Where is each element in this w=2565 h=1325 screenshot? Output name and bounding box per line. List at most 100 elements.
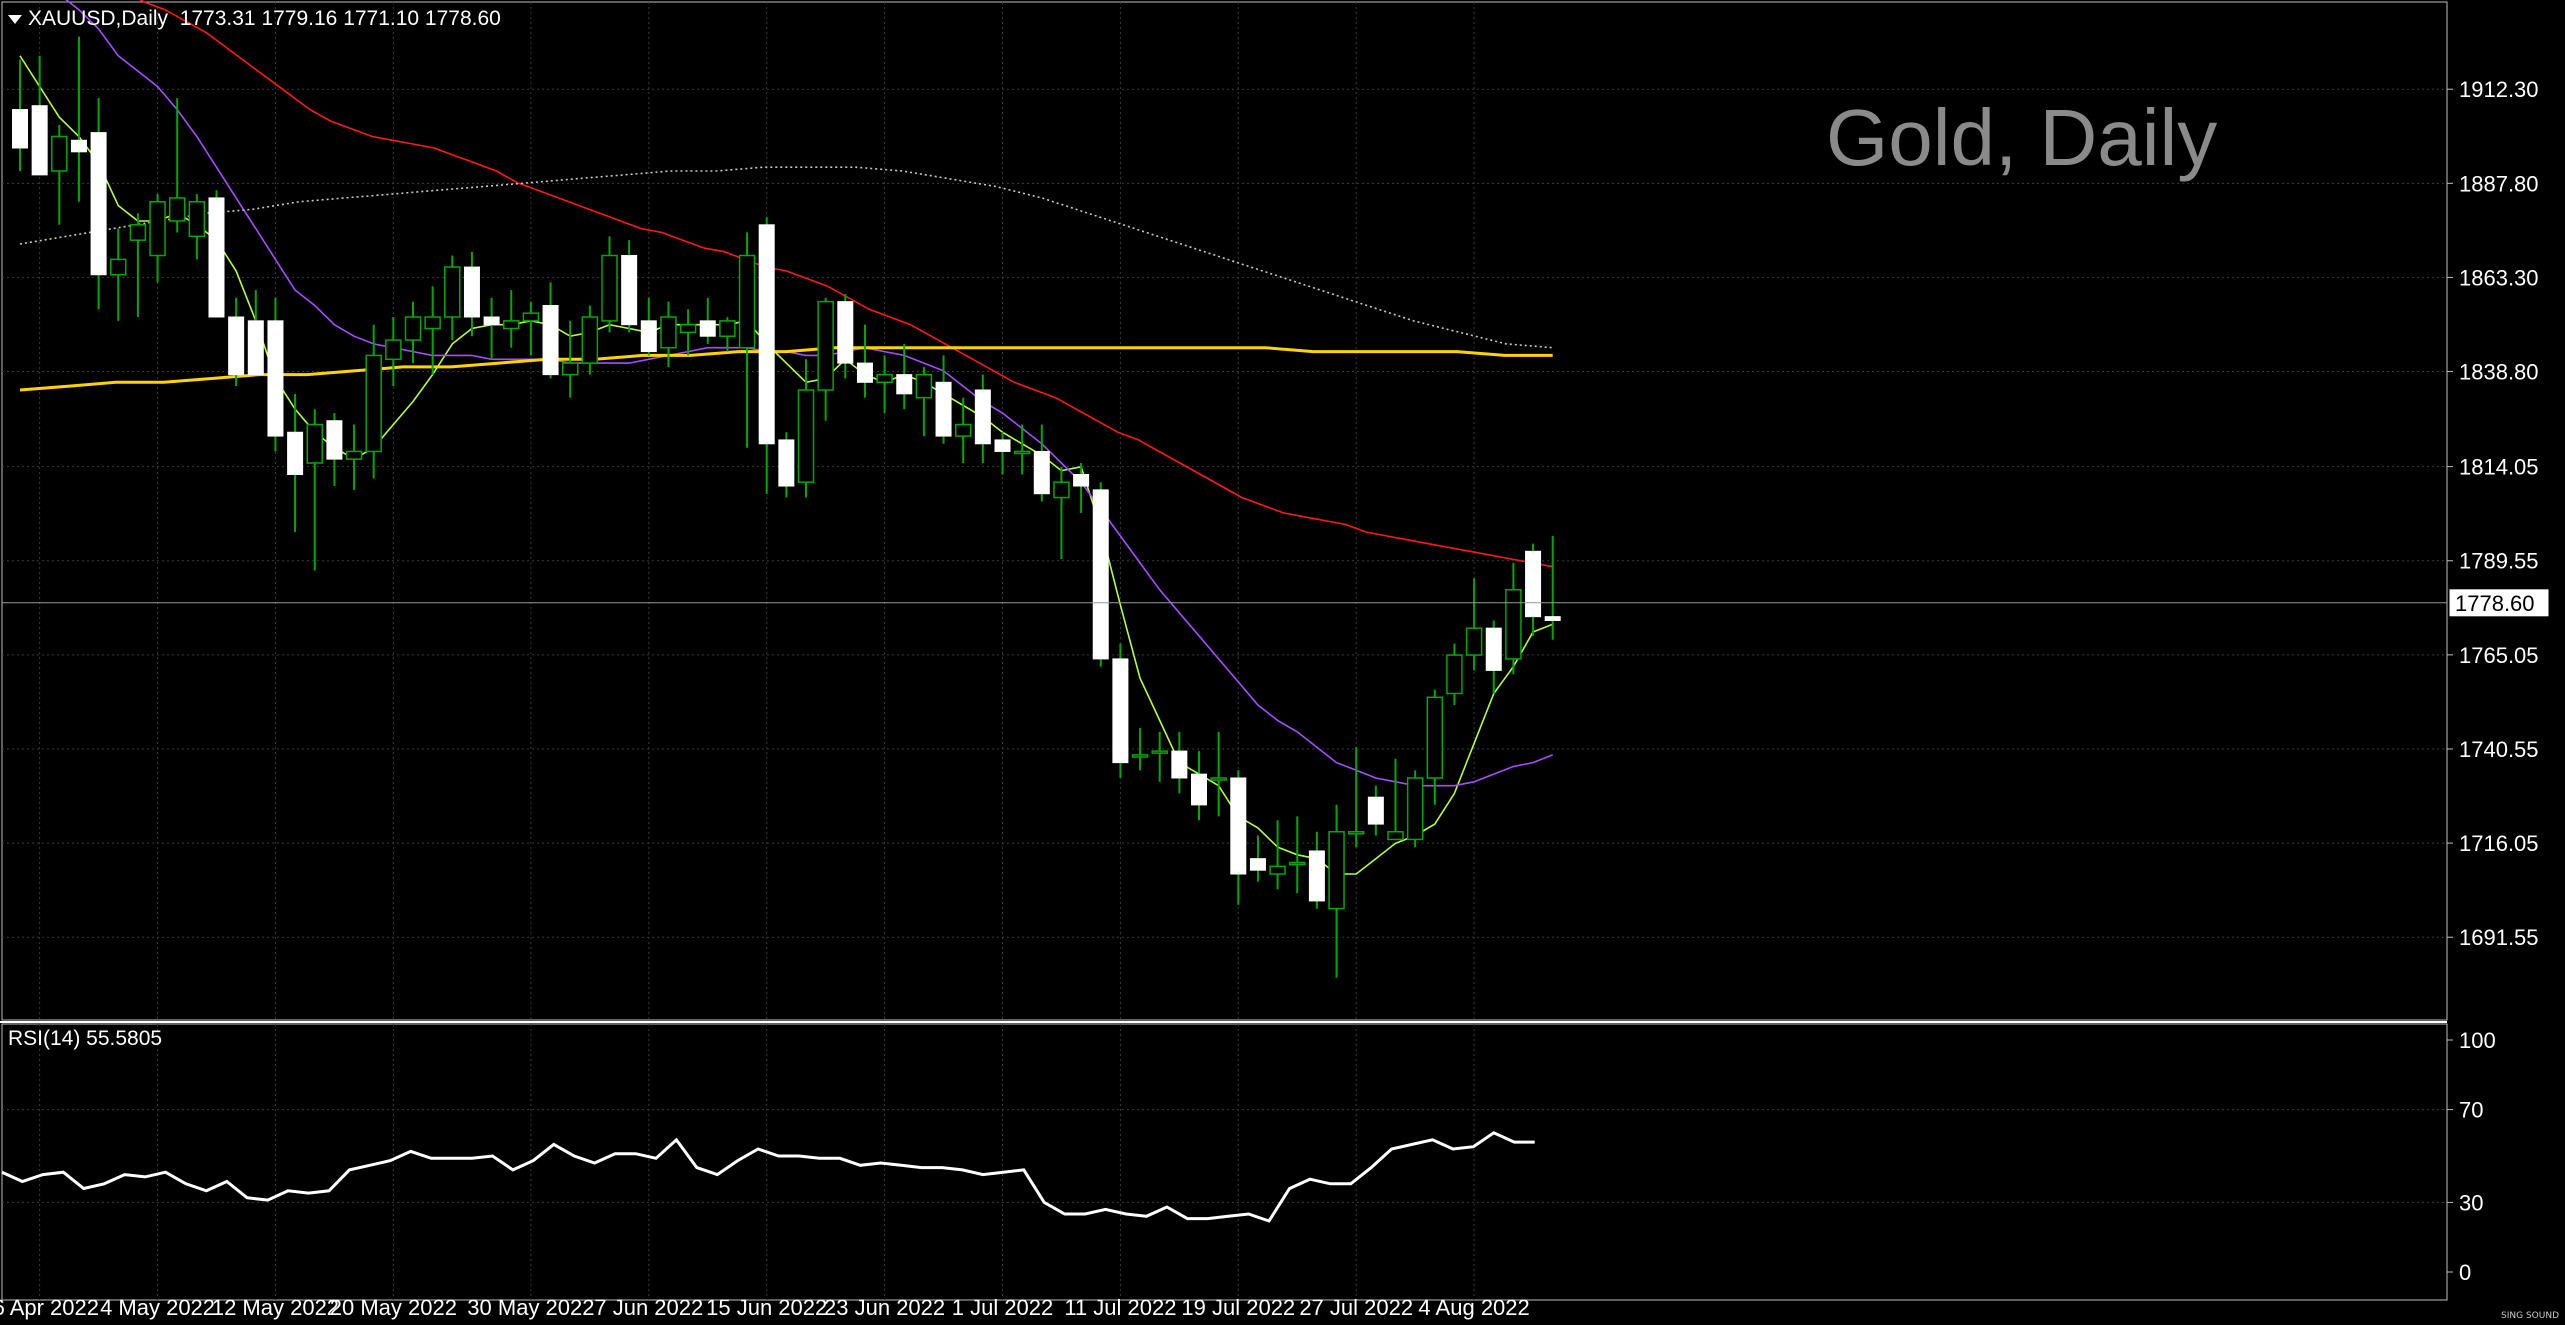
ma-line-dotted bbox=[19, 166, 1553, 349]
candle-body bbox=[424, 316, 441, 330]
y-tick-label: 1863.30 bbox=[2459, 265, 2539, 290]
y-tick-label: 1814.05 bbox=[2459, 455, 2539, 480]
candle-body bbox=[679, 323, 697, 334]
candle-body bbox=[1013, 450, 1031, 455]
candle-body bbox=[90, 132, 107, 276]
candle-body bbox=[228, 316, 245, 376]
x-tick-label: 26 Apr 2022 bbox=[0, 1295, 99, 1320]
symbol-label: XAUUSD,Daily bbox=[28, 7, 169, 30]
candle-body bbox=[1230, 777, 1247, 875]
x-tick-label: 4 Aug 2022 bbox=[1418, 1295, 1529, 1320]
candle-body bbox=[51, 135, 68, 172]
candle-body bbox=[1269, 865, 1286, 875]
logo: SING SOUND bbox=[2501, 1311, 2559, 1321]
candle-body bbox=[915, 373, 933, 399]
candle-body bbox=[1387, 831, 1404, 841]
candle-body bbox=[1525, 550, 1542, 618]
candle-body bbox=[719, 320, 736, 337]
candle-body bbox=[1426, 696, 1444, 779]
rsi-header: RSI(14) 55.5805 bbox=[8, 1027, 163, 1050]
x-tick-label: 7 Jun 2022 bbox=[594, 1295, 703, 1320]
candle-body bbox=[1131, 754, 1149, 758]
candle-body bbox=[561, 362, 579, 376]
candle-body bbox=[817, 300, 834, 391]
ohlc-values: 1773.31 1779.16 1771.10 1778.60 bbox=[179, 7, 501, 30]
candle-body bbox=[1328, 831, 1345, 910]
candle-body bbox=[1033, 450, 1050, 495]
candle-body bbox=[149, 201, 166, 257]
x-tick-label: 30 May 2022 bbox=[467, 1295, 594, 1320]
y-tick-label: 1789.55 bbox=[2459, 549, 2539, 574]
candle-body bbox=[778, 439, 795, 487]
candle-body bbox=[974, 389, 991, 445]
candle-body bbox=[738, 254, 756, 349]
candle-body bbox=[1406, 777, 1424, 841]
candle-body bbox=[699, 320, 716, 337]
rsi-tick-label: 0 bbox=[2459, 1260, 2471, 1285]
candle-body bbox=[1485, 627, 1502, 671]
candle-body bbox=[110, 258, 127, 276]
current-price-label: 1778.60 bbox=[2455, 591, 2535, 616]
x-tick-label: 12 May 2022 bbox=[212, 1295, 339, 1320]
candle-body bbox=[601, 254, 618, 322]
candle-body bbox=[837, 301, 854, 364]
candle-body bbox=[1191, 773, 1207, 806]
candle-body bbox=[1446, 654, 1463, 695]
candle-body bbox=[129, 224, 147, 241]
candle-body bbox=[797, 389, 815, 483]
rsi-tick-label: 70 bbox=[2459, 1098, 2483, 1123]
candle-body bbox=[1112, 658, 1129, 764]
candle-body bbox=[70, 139, 87, 153]
candle-body bbox=[994, 439, 1011, 452]
y-tick-label: 1887.80 bbox=[2459, 171, 2539, 196]
x-tick-label: 4 May 2022 bbox=[100, 1295, 215, 1320]
candle-body bbox=[287, 431, 304, 476]
x-tick-label: 15 Jun 2022 bbox=[706, 1295, 827, 1320]
candle-body bbox=[1289, 861, 1306, 866]
candle-body bbox=[267, 320, 284, 437]
candle-body bbox=[1505, 589, 1522, 660]
candle-body bbox=[247, 320, 264, 376]
candle-body bbox=[522, 312, 540, 322]
x-tick-label: 11 Jul 2022 bbox=[1064, 1295, 1176, 1320]
candle-body bbox=[463, 266, 480, 318]
candle-body bbox=[503, 320, 520, 330]
candle-body bbox=[208, 197, 225, 318]
y-tick-label: 1765.05 bbox=[2459, 643, 2539, 668]
candle-body bbox=[1249, 858, 1266, 871]
candle-body bbox=[326, 420, 343, 460]
y-tick-label: 1838.80 bbox=[2459, 360, 2539, 385]
candle-body bbox=[856, 362, 873, 383]
candle-body bbox=[621, 255, 638, 326]
candle-body bbox=[542, 304, 559, 376]
x-tick-label: 20 May 2022 bbox=[330, 1295, 457, 1320]
candle-body bbox=[1347, 831, 1365, 835]
candle-body bbox=[1053, 481, 1070, 499]
candle-body bbox=[483, 316, 500, 326]
candle-body bbox=[31, 105, 48, 176]
watermark-title: Gold, Daily bbox=[1826, 93, 2218, 182]
candle-body bbox=[896, 374, 913, 395]
candle-body bbox=[1367, 796, 1384, 825]
candle-body bbox=[12, 109, 28, 149]
x-tick-label: 23 Jun 2022 bbox=[824, 1295, 945, 1320]
main-pane-frame bbox=[1, 1, 2448, 1021]
candle-body bbox=[1092, 489, 1109, 660]
candle-body bbox=[306, 423, 323, 464]
candle-body bbox=[660, 316, 677, 349]
candle-body bbox=[876, 373, 893, 384]
candle-body bbox=[385, 339, 402, 361]
candle-body bbox=[168, 197, 186, 222]
candle-body bbox=[444, 266, 461, 318]
rsi-tick-label: 100 bbox=[2459, 1028, 2496, 1053]
y-tick-label: 1691.55 bbox=[2459, 925, 2539, 950]
y-tick-label: 1716.05 bbox=[2459, 831, 2539, 856]
candle-body bbox=[1151, 750, 1168, 754]
ma-line-mid bbox=[65, 0, 1553, 787]
candle-body bbox=[954, 423, 972, 437]
candle-body bbox=[1073, 474, 1090, 487]
rsi-line bbox=[1, 1131, 1535, 1223]
collapse-triangle-icon[interactable] bbox=[8, 14, 22, 24]
candle-body bbox=[365, 354, 382, 453]
